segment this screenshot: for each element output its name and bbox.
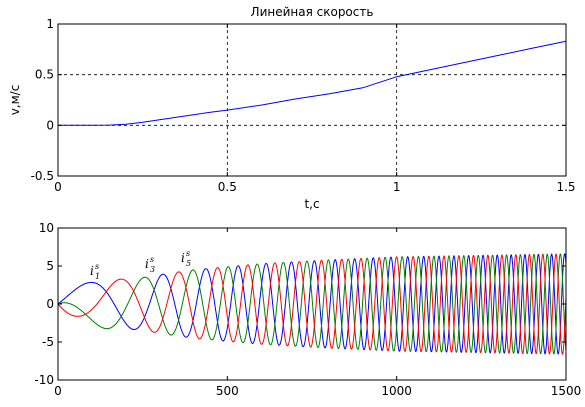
- current-xtick-label: 1000: [381, 384, 412, 398]
- speed-chart-title: Линейная скорость: [251, 5, 374, 19]
- label-main: i: [90, 264, 94, 278]
- speed-xtick-label: 0: [54, 180, 62, 194]
- current-xtick-label: 0: [54, 384, 62, 398]
- speed-xtick-label: 1.5: [556, 180, 575, 194]
- current-series: [57, 253, 567, 355]
- current-xtick-label: 500: [216, 384, 239, 398]
- speed-grid: [58, 24, 566, 176]
- label-main: i: [181, 251, 185, 265]
- label-main: i: [145, 257, 149, 271]
- current-line-2: [57, 253, 567, 355]
- current-xtick-label: 1500: [551, 384, 582, 398]
- current-label-3: i s5: [181, 249, 191, 268]
- current-ytick-label: 0: [46, 297, 54, 311]
- current-ytick-label: -10: [34, 373, 54, 387]
- speed-chart: Линейная скорость 0 0.5 1 1.5-0.500.51 t,c …: [8, 5, 576, 211]
- current-ticks: 0 500 1000 1500 -10 -5 0 5 10: [34, 221, 581, 398]
- speed-plot-frame: [57, 23, 567, 177]
- speed-xlabel: t,c: [304, 197, 319, 211]
- speed-line: [58, 40, 567, 126]
- label-sup: s: [95, 262, 99, 271]
- speed-series: [58, 40, 567, 126]
- current-ytick-label: 5: [46, 259, 54, 273]
- current-ytick-label: 10: [39, 221, 54, 235]
- speed-xtick-label: 0.5: [218, 180, 237, 194]
- speed-ytick-label: -0.5: [31, 169, 54, 183]
- current-label-1: i s1: [90, 262, 100, 281]
- speed-ytick-label: 0.5: [35, 68, 54, 82]
- label-sup: s: [150, 255, 154, 264]
- current-line-1: [57, 253, 567, 355]
- current-line-3: [57, 253, 567, 355]
- label-sub: 5: [186, 259, 191, 268]
- speed-ticks: 0 0.5 1 1.5-0.500.51: [31, 17, 576, 194]
- current-plot-frame: [57, 227, 567, 381]
- label-sub: 3: [150, 265, 155, 274]
- current-series-labels: i s1i s3i s5: [90, 249, 191, 281]
- speed-ytick-label: 1: [46, 17, 54, 31]
- current-label-2: i s3: [145, 255, 155, 274]
- speed-ytick-label: 0: [46, 118, 54, 132]
- current-ytick-label: -5: [42, 335, 54, 349]
- speed-xtick-label: 1: [393, 180, 401, 194]
- label-sup: s: [186, 249, 190, 258]
- label-sub: 1: [95, 272, 100, 281]
- speed-ylabel: v,м/с: [8, 85, 22, 116]
